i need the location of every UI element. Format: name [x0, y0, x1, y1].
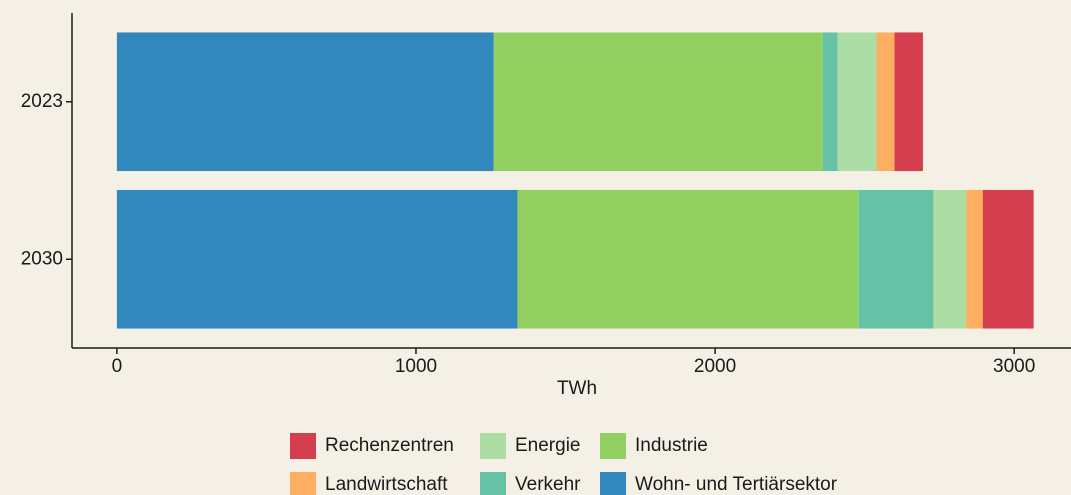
bar-segment — [858, 189, 934, 329]
legend-label: Verkehr — [515, 474, 581, 495]
legend-swatch — [290, 433, 316, 459]
bar-segment — [933, 189, 967, 329]
legend-swatch — [600, 433, 626, 459]
legend-label: Wohn- und Tertiärsektor — [635, 474, 838, 495]
legend-swatch — [290, 472, 316, 495]
bar-segment — [837, 32, 877, 172]
bar-segment — [517, 189, 859, 329]
legend-label: Landwirtschaft — [325, 474, 448, 495]
bar-segment — [116, 189, 518, 329]
x-axis-label: TWh — [557, 378, 597, 399]
bar-segment — [493, 32, 823, 172]
bar-segment — [982, 189, 1034, 329]
bar-segment — [822, 32, 838, 172]
legend-swatch — [600, 472, 626, 495]
bar-segment — [894, 32, 923, 172]
legend-swatch — [480, 433, 506, 459]
legend-label: Energie — [515, 435, 581, 456]
legend-swatch — [480, 472, 506, 495]
bar-segment — [876, 32, 895, 172]
x-tick-label: 1000 — [395, 356, 437, 377]
bar-segment — [116, 32, 494, 172]
y-tick-label: 2023 — [21, 91, 63, 112]
x-tick-label: 3000 — [993, 356, 1035, 377]
legend-label: Rechenzentren — [325, 435, 454, 456]
x-tick-label: 2000 — [694, 356, 736, 377]
y-tick-label: 2030 — [21, 248, 63, 269]
bar-segment — [966, 189, 983, 329]
legend-label: Industrie — [635, 435, 708, 456]
x-tick-label: 0 — [112, 356, 123, 377]
